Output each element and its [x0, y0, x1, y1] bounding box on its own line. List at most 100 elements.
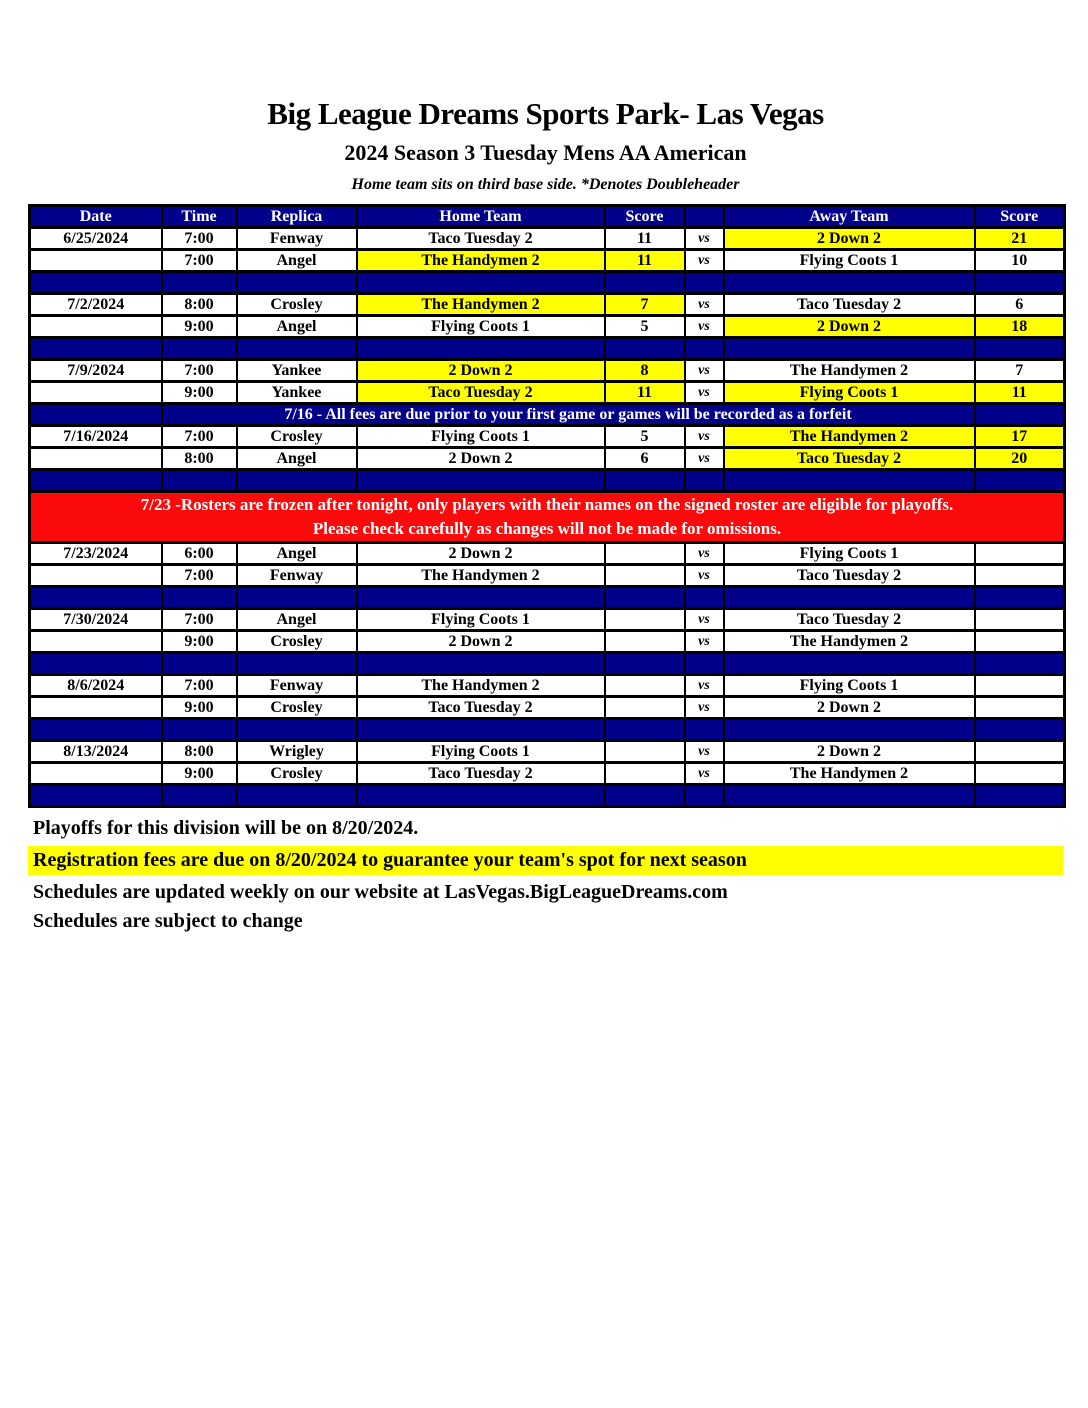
away-team-cell: The Handymen 2 — [722, 761, 976, 786]
header-cell-away-score: Score — [973, 204, 1066, 229]
game-row: 7/23/2024 6:00 Angel 2 Down 2 vs Flying Coots… — [28, 541, 1066, 566]
separator-cell — [235, 270, 358, 295]
home-team-cell: The Handymen 2 — [355, 248, 606, 273]
home-score-cell: 8 — [603, 358, 686, 383]
home-score-cell: 7 — [603, 292, 686, 317]
home-score-cell — [603, 739, 686, 764]
replica-cell: Fenway — [235, 563, 358, 588]
separator-row — [28, 468, 1066, 493]
fees-banner-row: 7/16 - All fees are due prior to your fi… — [28, 402, 1066, 427]
vs-cell: vs — [683, 563, 725, 588]
separator-cell — [973, 717, 1066, 742]
separator-cell — [355, 270, 606, 295]
separator-row — [28, 717, 1066, 742]
separator-cell — [355, 468, 606, 493]
separator-cell — [683, 270, 725, 295]
time-cell: 9:00 — [160, 314, 238, 339]
time-cell: 9:00 — [160, 695, 238, 720]
separator-cell — [722, 336, 976, 361]
schedule-page: Big League Dreams Sports Park- Las Vegas… — [28, 96, 1066, 936]
vs-cell: vs — [683, 695, 725, 720]
date-cell — [28, 629, 163, 654]
footer-subject-line: Schedules are subject to change — [33, 910, 303, 932]
replica-cell: Angel — [235, 314, 358, 339]
home-team-cell: Flying Coots 1 — [355, 607, 606, 632]
game-row: 9:00 Angel Flying Coots 1 5 vs 2 Down 2 18 — [28, 314, 1066, 339]
replica-cell: Crosley — [235, 761, 358, 786]
time-cell: 7:00 — [160, 607, 238, 632]
separator-cell — [235, 468, 358, 493]
separator-cell — [28, 270, 163, 295]
replica-cell: Crosley — [235, 292, 358, 317]
vs-cell: vs — [683, 761, 725, 786]
banner-text-cell: 7/16 - All fees are due prior to your fi… — [160, 402, 976, 427]
time-cell: 7:00 — [160, 424, 238, 449]
game-row: 7/16/2024 7:00 Crosley Flying Coots 1 5 vs The… — [28, 424, 1066, 449]
separator-cell — [355, 651, 606, 676]
home-score-cell: 11 — [603, 380, 686, 405]
separator-cell — [160, 717, 238, 742]
separator-cell — [28, 585, 163, 610]
date-cell: 8/13/2024 — [28, 739, 163, 764]
away-score-cell — [973, 673, 1066, 698]
time-cell: 9:00 — [160, 629, 238, 654]
separator-cell — [683, 585, 725, 610]
vs-cell: vs — [683, 541, 725, 566]
separator-cell — [235, 717, 358, 742]
away-team-cell: Taco Tuesday 2 — [722, 446, 976, 471]
time-cell: 9:00 — [160, 761, 238, 786]
vs-cell: vs — [683, 226, 725, 251]
vs-cell: vs — [683, 629, 725, 654]
separator-cell — [235, 585, 358, 610]
game-row: 7:00 Angel The Handymen 2 11 vs Flying Coots … — [28, 248, 1066, 273]
vs-cell: vs — [683, 292, 725, 317]
footer: Playoffs for this division will be on 8/… — [28, 814, 1063, 936]
date-cell — [28, 695, 163, 720]
home-team-cell: Flying Coots 1 — [355, 739, 606, 764]
away-team-cell: 2 Down 2 — [722, 226, 976, 251]
game-row: 8/6/2024 7:00 Fenway The Handymen 2 vs Flying… — [28, 673, 1066, 698]
separator-cell — [160, 585, 238, 610]
vs-cell: vs — [683, 314, 725, 339]
away-team-cell: Flying Coots 1 — [722, 541, 976, 566]
away-score-cell: 20 — [973, 446, 1066, 471]
separator-cell — [603, 336, 686, 361]
separator-cell — [603, 717, 686, 742]
away-team-cell: Flying Coots 1 — [722, 248, 976, 273]
footer-website-line: Schedules are updated weekly on our webs… — [33, 881, 728, 903]
header-cell-vs — [683, 204, 725, 229]
vs-cell: vs — [683, 607, 725, 632]
time-cell: 7:00 — [160, 673, 238, 698]
vs-cell: vs — [683, 358, 725, 383]
away-team-cell: Taco Tuesday 2 — [722, 292, 976, 317]
replica-cell: Wrigley — [235, 739, 358, 764]
game-row: 9:00 Yankee Taco Tuesday 2 11 vs Flying Coots… — [28, 380, 1066, 405]
time-cell: 7:00 — [160, 358, 238, 383]
vs-cell: vs — [683, 248, 725, 273]
separator-cell — [28, 783, 163, 808]
separator-cell — [235, 651, 358, 676]
date-cell: 7/30/2024 — [28, 607, 163, 632]
vs-cell: vs — [683, 673, 725, 698]
date-cell: 7/9/2024 — [28, 358, 163, 383]
header-cell-date: Date — [28, 204, 163, 229]
separator-cell — [683, 336, 725, 361]
home-team-cell: 2 Down 2 — [355, 358, 606, 383]
home-team-cell: Taco Tuesday 2 — [355, 761, 606, 786]
away-score-cell: 17 — [973, 424, 1066, 449]
date-cell — [28, 761, 163, 786]
away-score-cell — [973, 541, 1066, 566]
home-score-cell: 11 — [603, 248, 686, 273]
date-cell — [28, 380, 163, 405]
notice-line: Please check carefully as changes will n… — [312, 519, 782, 538]
schedule-table-body: 6/25/2024 7:00 Fenway Taco Tuesday 2 11 vs 2 D… — [28, 226, 1066, 808]
away-team-cell: The Handymen 2 — [722, 424, 976, 449]
page-subtitle: 2024 Season 3 Tuesday Mens AA American — [344, 140, 747, 165]
separator-cell — [973, 468, 1066, 493]
replica-cell: Angel — [235, 248, 358, 273]
header-cell-home-team: Home Team — [355, 204, 606, 229]
away-team-cell: Taco Tuesday 2 — [722, 563, 976, 588]
away-team-cell: The Handymen 2 — [722, 358, 976, 383]
separator-cell — [603, 270, 686, 295]
replica-cell: Angel — [235, 541, 358, 566]
